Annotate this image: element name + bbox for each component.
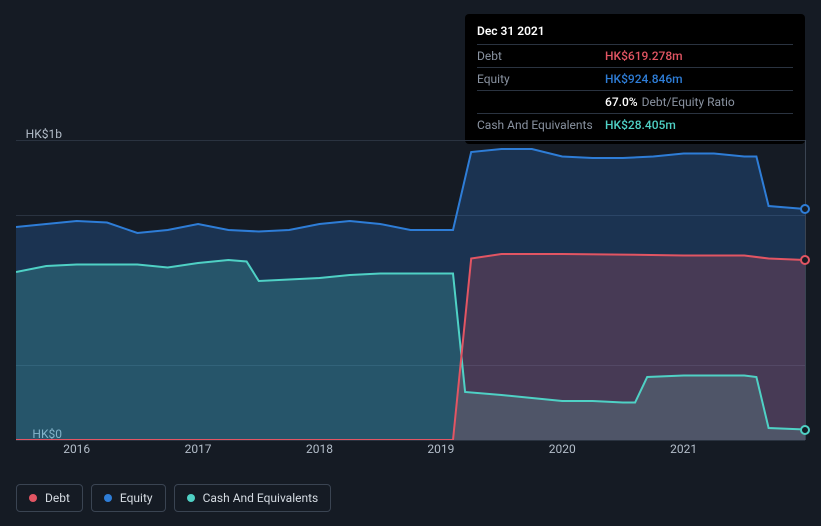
tooltip-label — [477, 93, 605, 111]
chart-tooltip: Dec 31 2021 Debt HK$619.278m Equity HK$9… — [465, 14, 805, 144]
tooltip-value: HK$619.278m — [605, 47, 683, 65]
end-dot-debt — [800, 255, 810, 265]
tooltip-label: Debt — [477, 47, 605, 65]
tooltip-value: HK$28.405m — [605, 116, 676, 134]
legend-dot — [187, 494, 195, 502]
tooltip-label: Equity — [477, 70, 605, 88]
tooltip-date: Dec 31 2021 — [477, 22, 793, 44]
end-dot-cash — [800, 425, 810, 435]
tooltip-row-equity: Equity HK$924.846m — [477, 67, 793, 90]
grid-line — [16, 440, 805, 441]
chart-cursor-line — [805, 140, 806, 440]
tooltip-label: Cash And Equivalents — [477, 116, 605, 134]
chart-legend: Debt Equity Cash And Equivalents — [16, 484, 331, 512]
tooltip-row-cash: Cash And Equivalents HK$28.405m — [477, 113, 793, 136]
legend-dot — [104, 494, 112, 502]
legend-dot — [29, 494, 37, 502]
x-tick: 2019 — [427, 442, 454, 456]
x-tick: 2017 — [185, 442, 212, 456]
x-tick: 2021 — [670, 442, 697, 456]
legend-label: Cash And Equivalents — [203, 491, 319, 505]
tooltip-secondary: Debt/Equity Ratio — [642, 93, 735, 111]
legend-label: Equity — [120, 491, 153, 505]
legend-item-cash[interactable]: Cash And Equivalents — [174, 484, 332, 512]
y-axis-label-top: HK$1b — [16, 127, 62, 141]
chart-svg — [16, 140, 805, 440]
tooltip-value: 67.0% — [605, 93, 638, 111]
x-tick: 2020 — [549, 442, 576, 456]
legend-item-equity[interactable]: Equity — [91, 484, 166, 512]
x-tick: 2016 — [63, 442, 90, 456]
x-tick: 2018 — [306, 442, 333, 456]
legend-label: Debt — [45, 491, 70, 505]
end-dot-equity — [800, 204, 810, 214]
x-axis: 2016 2017 2018 2019 2020 2021 — [16, 442, 805, 462]
tooltip-value: HK$924.846m — [605, 70, 683, 88]
legend-item-debt[interactable]: Debt — [16, 484, 83, 512]
tooltip-row-debt: Debt HK$619.278m — [477, 44, 793, 67]
chart-plot-area[interactable] — [16, 140, 805, 440]
tooltip-row-ratio: 67.0% Debt/Equity Ratio — [477, 90, 793, 113]
